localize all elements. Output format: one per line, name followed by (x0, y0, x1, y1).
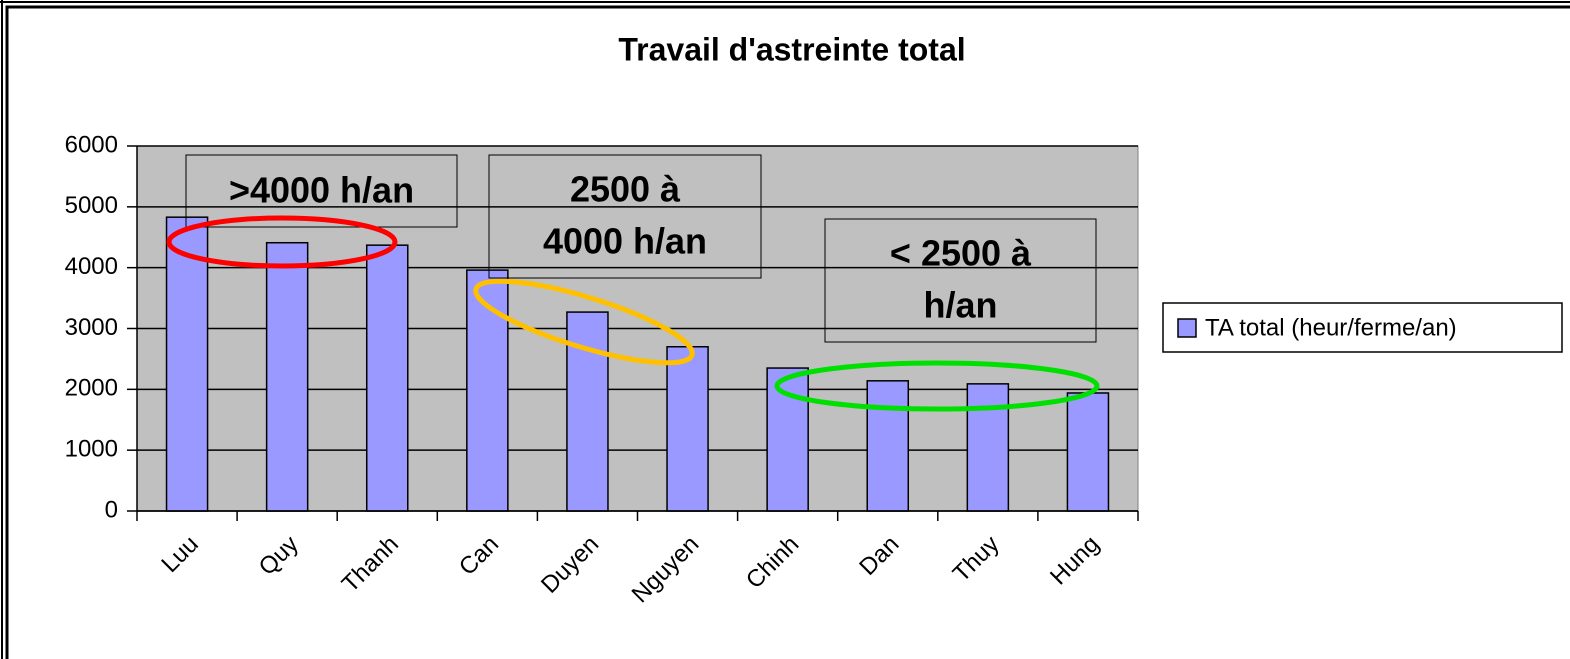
bar (466, 269, 509, 512)
bar (966, 383, 1010, 512)
bar (165, 216, 209, 512)
legend (1162, 302, 1563, 353)
highlight (473, 278, 695, 366)
y-tick-label: 3000 (65, 314, 118, 341)
annotation-box (824, 218, 1097, 343)
chart-title: Travail d'astreinte total (618, 31, 965, 67)
bar (766, 367, 809, 512)
annotation: >4000 h/an (229, 170, 414, 211)
highlight (774, 360, 1100, 412)
bar (365, 244, 409, 512)
bar (666, 346, 709, 512)
legend-swatch (1177, 318, 1197, 338)
highlight (166, 215, 398, 269)
bar (265, 241, 309, 512)
bar (566, 311, 609, 512)
annotation: 2500 à (570, 169, 681, 210)
y-tick-label: 2000 (65, 375, 118, 402)
annotation: h/an (923, 285, 997, 326)
y-tick-label: 6000 (65, 131, 118, 158)
bar (1066, 392, 1110, 512)
bar (866, 380, 910, 512)
annotation: < 2500 à (890, 233, 1032, 274)
annotation: 4000 h/an (543, 221, 707, 262)
y-tick-label: 4000 (65, 253, 118, 280)
y-tick-label: 1000 (65, 436, 118, 463)
annotation-box (488, 154, 762, 279)
y-tick-label: 5000 (65, 192, 118, 219)
y-tick-label: 0 (105, 496, 118, 523)
legend-label: TA total (heur/ferme/an) (1205, 314, 1457, 341)
annotation-box (185, 154, 458, 228)
